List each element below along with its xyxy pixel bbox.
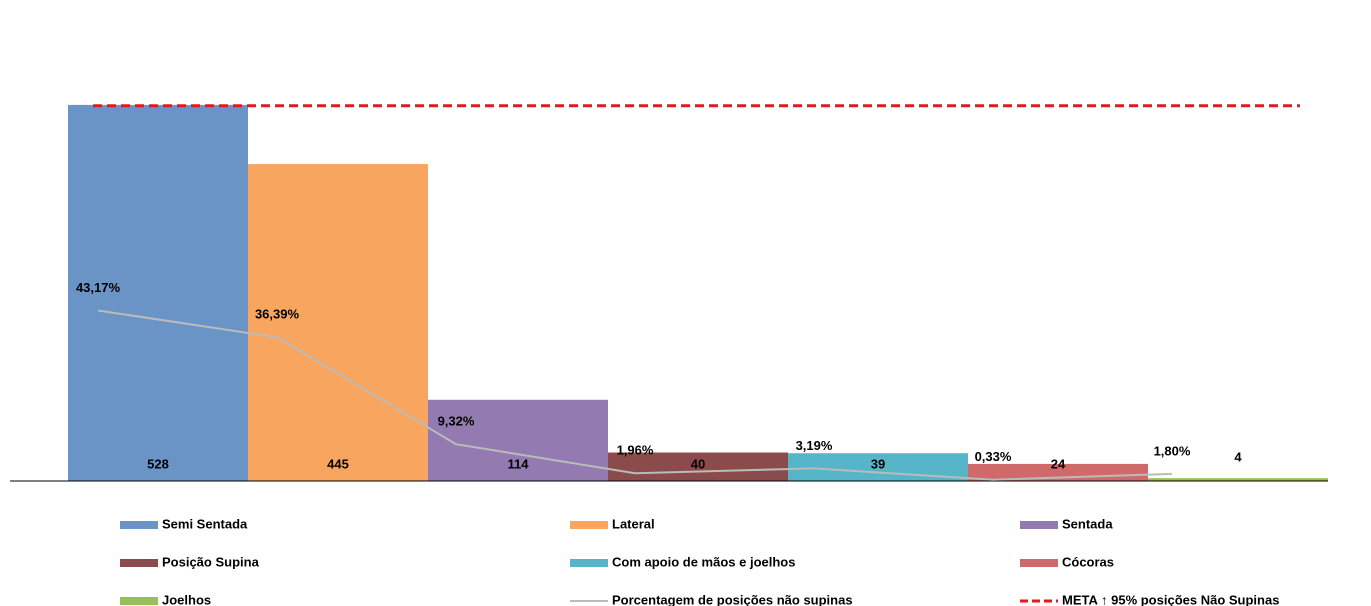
legend-label: Com apoio de mãos e joelhos [612, 554, 795, 569]
percentage-label: 43,17% [76, 280, 121, 295]
bar [68, 104, 248, 481]
bar [608, 452, 788, 481]
percentage-label: 3,19% [796, 438, 833, 453]
bar [1148, 478, 1328, 481]
legend-label: META ↑ 95% posições Não Supinas [1062, 592, 1279, 606]
percentage-line [97, 309, 1173, 481]
bar-value-label: 445 [327, 456, 349, 471]
legend-label: Porcentagem de posições não supinas [612, 592, 853, 606]
legend-label: Cócoras [1062, 554, 1114, 569]
bar-value-label: 39 [871, 456, 885, 471]
bar-value-label: 114 [508, 456, 530, 471]
legend-swatch [570, 521, 608, 529]
legend-swatch [120, 559, 158, 567]
legend-label: Posição Supina [162, 554, 260, 569]
percentage-label: 1,96% [617, 443, 654, 458]
legend-swatch [570, 559, 608, 567]
legend-swatch [120, 597, 158, 605]
percentage-label: 0,33% [975, 449, 1012, 464]
bar-value-label: 4 [1234, 450, 1242, 465]
legend-swatch [1020, 559, 1058, 567]
bar [248, 164, 428, 481]
bar [428, 399, 608, 481]
percentage-label: 9,32% [438, 414, 475, 429]
legend-label: Semi Sentada [162, 516, 248, 531]
bar-value-label: 528 [147, 456, 169, 471]
percentage-label: 36,39% [255, 307, 300, 322]
legend-label: Lateral [612, 516, 655, 531]
bar-value-label: 40 [691, 456, 705, 471]
percentage-label: 1,80% [1154, 443, 1191, 458]
legend-label: Joelhos [162, 592, 211, 606]
legend-label: Sentada [1062, 516, 1113, 531]
legend-swatch [120, 521, 158, 529]
legend-swatch [1020, 521, 1058, 529]
bar-value-label: 24 [1051, 456, 1066, 471]
